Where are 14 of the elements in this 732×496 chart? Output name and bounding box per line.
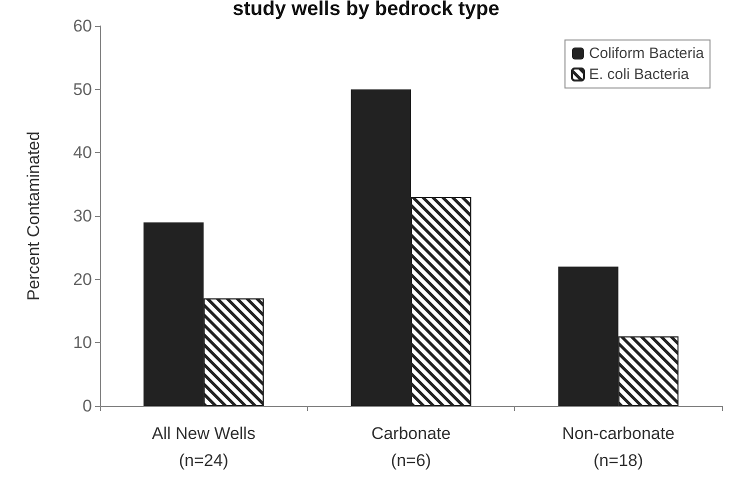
- x-tick-label: Non-carbonate (n=18): [562, 424, 675, 470]
- x-tick-label: All New Wells (n=24): [152, 424, 256, 470]
- y-tick-label: 60: [73, 16, 92, 36]
- chart-title: study wells by bedrock type: [232, 0, 500, 20]
- y-tick-label: 20: [73, 270, 92, 289]
- y-tick-label: 50: [73, 80, 92, 99]
- y-axis-title: Percent Contaminated: [24, 131, 43, 301]
- x-tick-label: Carbonate (n=6): [371, 424, 451, 470]
- y-tick-label: 10: [73, 333, 92, 352]
- y-tick-label: 40: [73, 143, 92, 162]
- legend-label: Coliform Bacteria: [588, 45, 705, 62]
- y-tick-label: 30: [73, 206, 92, 226]
- y-tick-label: 0: [82, 396, 92, 416]
- legend-label: E. coli Bacteria: [588, 66, 690, 83]
